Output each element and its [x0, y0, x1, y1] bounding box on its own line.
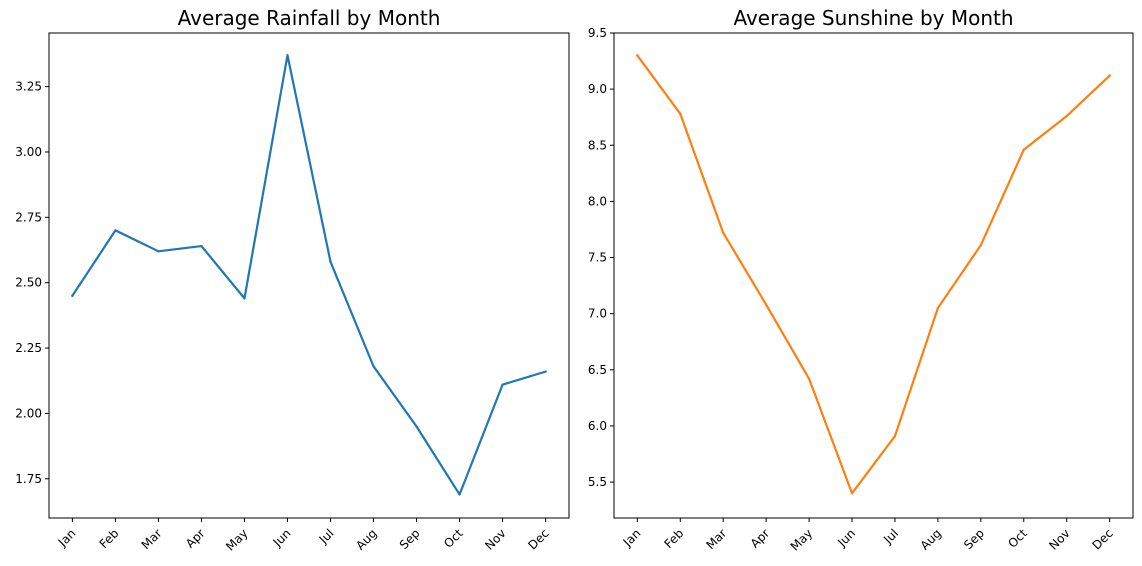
sunshine-data-point: [1065, 114, 1068, 118]
sunshine-axes-frame: [613, 32, 1134, 519]
sunshine-data-point: [765, 303, 768, 306]
sunshine-y-tick-label: 9.5: [588, 26, 607, 40]
rainfall-data-point: [501, 383, 504, 386]
rainfall-chart: Average Rainfall by Month 1.75 2.00 2.25 2.…: [15, 6, 570, 554]
rainfall-y-tick-label: 2.50: [15, 276, 42, 290]
sunshine-chart-title: Average Sunshine by Month: [733, 6, 1013, 30]
rainfall-x-tick-label: Sep: [397, 526, 423, 552]
rainfall-data-point: [458, 493, 461, 496]
rainfall-x-tick-label: Feb: [97, 526, 122, 551]
rainfall-data-point: [71, 294, 74, 297]
rainfall-y-tick-label: 2.00: [15, 406, 42, 420]
rainfall-x-tick-label: Aug: [353, 526, 379, 552]
sunshine-data-point: [636, 54, 639, 57]
rainfall-data-point: [114, 229, 117, 232]
rainfall-x-tick-label: Mar: [139, 526, 165, 552]
sunshine-data-point: [850, 492, 854, 495]
rainfall-axes-frame: [48, 32, 570, 519]
sunshine-x-tick-label: Apr: [748, 526, 773, 551]
sunshine-x-tick-label: Jan: [620, 526, 644, 550]
sunshine-x-tick-label: Nov: [1046, 526, 1072, 552]
sunshine-x-tick-label: Feb: [661, 526, 686, 551]
sunshine-x-tick-label: Jun: [834, 526, 858, 550]
rainfall-y-tick-label: 2.25: [15, 341, 42, 355]
sunshine-x-tick-label: Mar: [703, 526, 729, 552]
sunshine-y-tick-label: 7.0: [588, 307, 607, 321]
rainfall-y-tick-label: 2.75: [15, 210, 42, 224]
sunshine-x-tick-label: Sep: [961, 526, 987, 552]
sunshine-data-point: [807, 377, 811, 380]
sunshine-x-tick-label: Jul: [880, 526, 901, 547]
sunshine-series-line: [635, 53, 1112, 495]
rainfall-x-tick-label: Jan: [55, 526, 79, 550]
sunshine-data-point: [893, 434, 897, 438]
rainfall-data-point: [372, 365, 375, 368]
sunshine-data-point: [936, 306, 940, 310]
sunshine-data-point: [1108, 74, 1111, 77]
sunshine-y-tick-label: 7.5: [588, 251, 607, 265]
rainfall-series-line: [70, 54, 547, 496]
sunshine-data-point: [722, 231, 725, 234]
sunshine-x-tick-label: Oct: [1005, 526, 1030, 551]
sunshine-chart: Average Sunshine by Month 5.5 6.0 6.5 7.0 7.…: [588, 6, 1134, 554]
rainfall-x-tick-label: Nov: [482, 526, 508, 552]
rainfall-x-tick-label: Dec: [525, 526, 551, 552]
rainfall-data-point: [200, 244, 203, 248]
rainfall-x-tick-label: Apr: [183, 526, 208, 551]
sunshine-y-tick-label: 6.5: [588, 363, 607, 377]
rainfall-y-tick-label: 3.25: [15, 80, 42, 94]
sunshine-data-point: [1022, 148, 1025, 151]
rainfall-data-point: [243, 297, 246, 300]
sunshine-data-point: [679, 112, 682, 115]
sunshine-x-tick-label: May: [788, 526, 815, 553]
sunshine-y-tick-label: 6.0: [588, 419, 607, 433]
rainfall-y-tick-label: 1.75: [15, 472, 42, 486]
sunshine-y-tick-label: 5.5: [588, 475, 607, 489]
rainfall-y-tick-label: 3.00: [15, 145, 42, 159]
rainfall-data-point: [157, 250, 160, 253]
rainfall-x-tick-label: Jul: [316, 526, 337, 547]
sunshine-y-tick-label: 8.5: [588, 138, 607, 152]
sunshine-x-tick-label: Aug: [918, 526, 944, 552]
rainfall-x-tick-label: Oct: [441, 526, 466, 551]
sunshine-data-point: [979, 244, 982, 247]
sunshine-x-tick-label: Dec: [1089, 526, 1115, 552]
rainfall-x-tick-label: May: [223, 526, 250, 553]
rainfall-data-point: [415, 425, 418, 428]
rainfall-x-tick-label: Jun: [270, 526, 294, 550]
sunshine-y-tick-label: 8.0: [588, 194, 607, 208]
rainfall-data-point: [286, 54, 289, 57]
rainfall-data-point: [544, 370, 547, 373]
rainfall-chart-title: Average Rainfall by Month: [178, 6, 441, 30]
sunshine-y-tick-label: 9.0: [588, 82, 607, 96]
rainfall-data-point: [329, 260, 332, 263]
